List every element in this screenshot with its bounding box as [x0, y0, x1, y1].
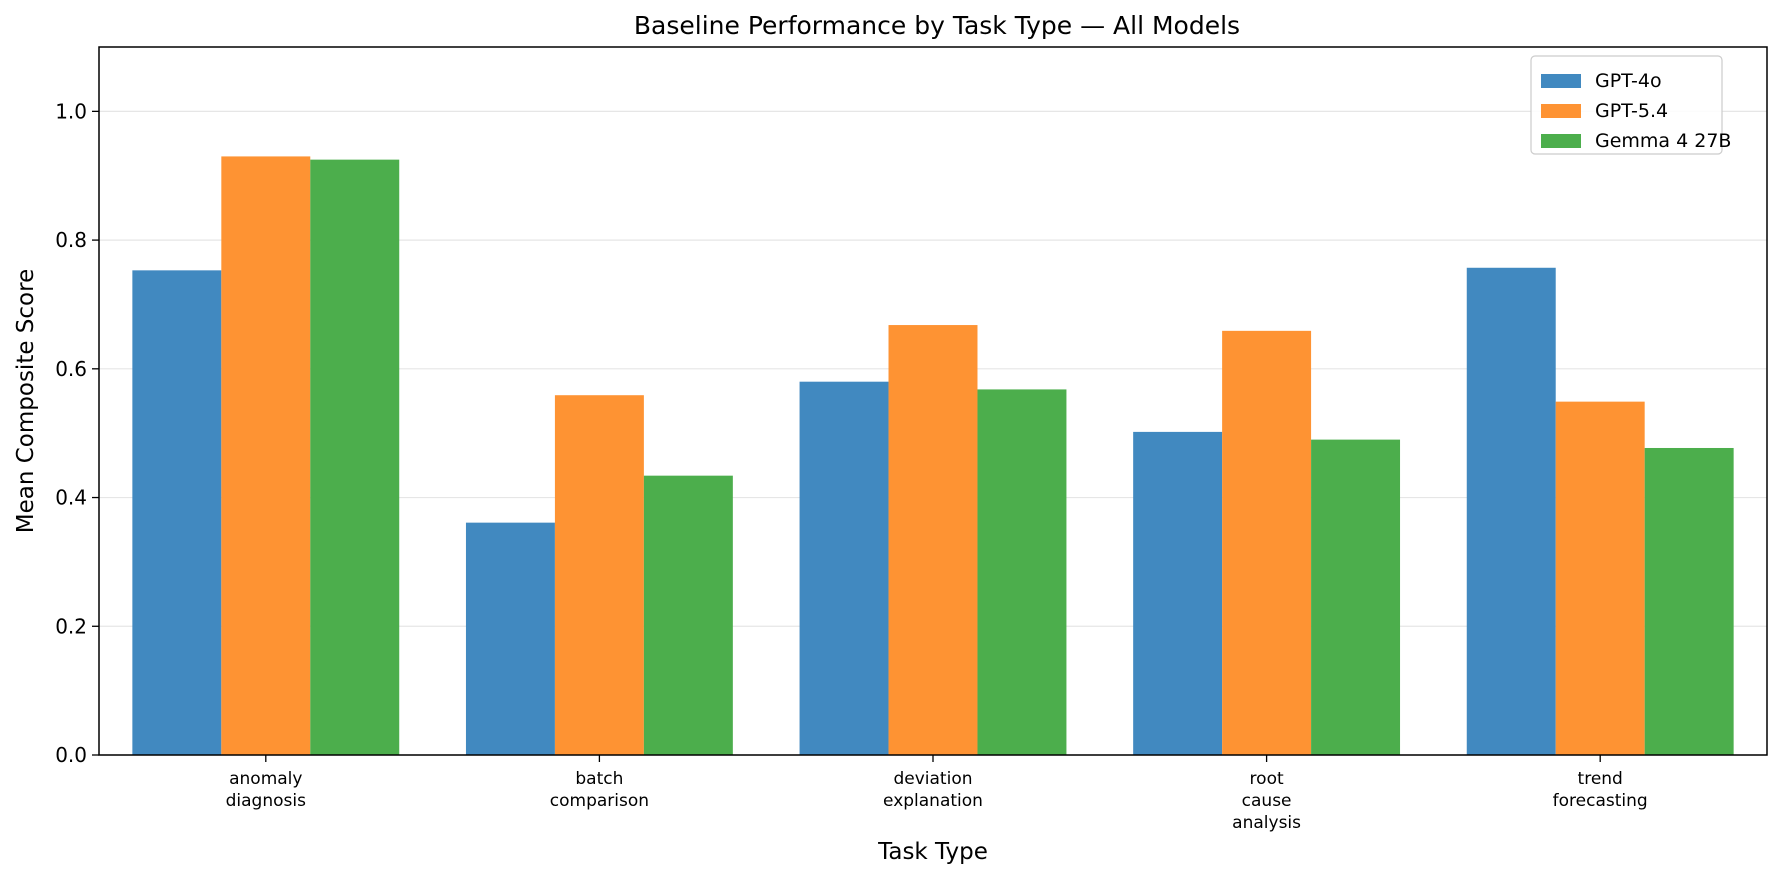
y-tick-label: 0.6 — [55, 357, 87, 381]
y-tick-label: 1.0 — [55, 99, 87, 123]
x-tick-label: root — [1250, 769, 1284, 789]
bar-gpt-5-4-0 — [221, 156, 311, 755]
y-tick-label: 0.2 — [55, 614, 87, 638]
x-axis-label: Task Type — [877, 839, 988, 865]
bar-gemma-4-27b-0 — [310, 159, 400, 756]
bar-gpt-5-4-3 — [1222, 330, 1312, 755]
legend-label: GPT-4o — [1595, 70, 1662, 92]
bar-gpt-5-4-1 — [554, 395, 644, 755]
x-tick-label: explanation — [883, 791, 983, 811]
y-tick-label: 0.4 — [55, 486, 87, 510]
y-tick-label: 0.0 — [55, 743, 87, 767]
bar-gemma-4-27b-1 — [643, 475, 733, 755]
bar-gemma-4-27b-4 — [1644, 447, 1734, 755]
bar-gemma-4-27b-3 — [1311, 439, 1401, 755]
x-tick-label: forecasting — [1553, 791, 1648, 811]
y-axis-ticks: 0.0 0.2 0.4 0.6 0.8 1.0 — [55, 99, 99, 767]
bar-gpt-5-4-2 — [888, 325, 978, 755]
x-tick-label: trend — [1578, 769, 1623, 789]
bar-gpt-4o-2 — [799, 381, 889, 755]
x-tick-label: comparison — [550, 791, 649, 811]
y-axis-label: Mean Composite Score — [13, 269, 39, 533]
legend: GPT-4o GPT-5.4 Gemma 4 27B — [1530, 55, 1731, 155]
legend-swatch — [1541, 74, 1581, 88]
bar-gpt-4o-3 — [1133, 431, 1223, 755]
bar-gpt-5-4-4 — [1555, 401, 1645, 755]
chart-title: Baseline Performance by Task Type — All … — [634, 11, 1240, 40]
x-tick-label: cause — [1242, 791, 1292, 811]
legend-label: Gemma 4 27B — [1595, 130, 1731, 152]
legend-label: GPT-5.4 — [1595, 100, 1668, 122]
bar-gemma-4-27b-2 — [977, 389, 1067, 755]
legend-swatch — [1541, 134, 1581, 148]
legend-swatch — [1541, 104, 1581, 118]
x-tick-label: deviation — [893, 769, 972, 789]
x-tick-label: diagnosis — [226, 791, 306, 811]
bar-gpt-4o-0 — [132, 270, 222, 755]
bar-gpt-4o-4 — [1466, 267, 1556, 755]
bar-gpt-4o-1 — [465, 522, 555, 755]
x-tick-label: analysis — [1232, 813, 1301, 833]
x-tick-label: batch — [575, 769, 623, 789]
x-tick-label: anomaly — [229, 769, 302, 789]
y-tick-label: 0.8 — [55, 228, 87, 252]
bars-group — [132, 156, 1734, 756]
